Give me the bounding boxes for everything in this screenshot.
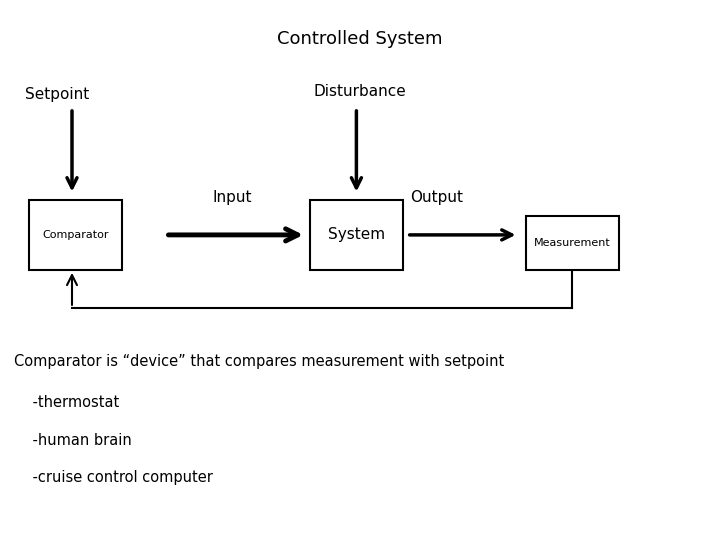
Text: System: System: [328, 227, 385, 242]
Text: Input: Input: [212, 190, 252, 205]
Text: -cruise control computer: -cruise control computer: [14, 470, 213, 485]
Text: Comparator is “device” that compares measurement with setpoint: Comparator is “device” that compares mea…: [14, 354, 505, 369]
Text: -thermostat: -thermostat: [14, 395, 120, 410]
Text: Output: Output: [410, 190, 464, 205]
FancyBboxPatch shape: [310, 200, 403, 270]
Text: Comparator: Comparator: [42, 230, 109, 240]
Text: Measurement: Measurement: [534, 238, 611, 248]
Text: Setpoint: Setpoint: [25, 87, 89, 102]
Text: Disturbance: Disturbance: [313, 84, 406, 99]
Text: -human brain: -human brain: [14, 433, 132, 448]
FancyBboxPatch shape: [526, 216, 619, 270]
Text: Controlled System: Controlled System: [277, 30, 443, 48]
FancyBboxPatch shape: [29, 200, 122, 270]
